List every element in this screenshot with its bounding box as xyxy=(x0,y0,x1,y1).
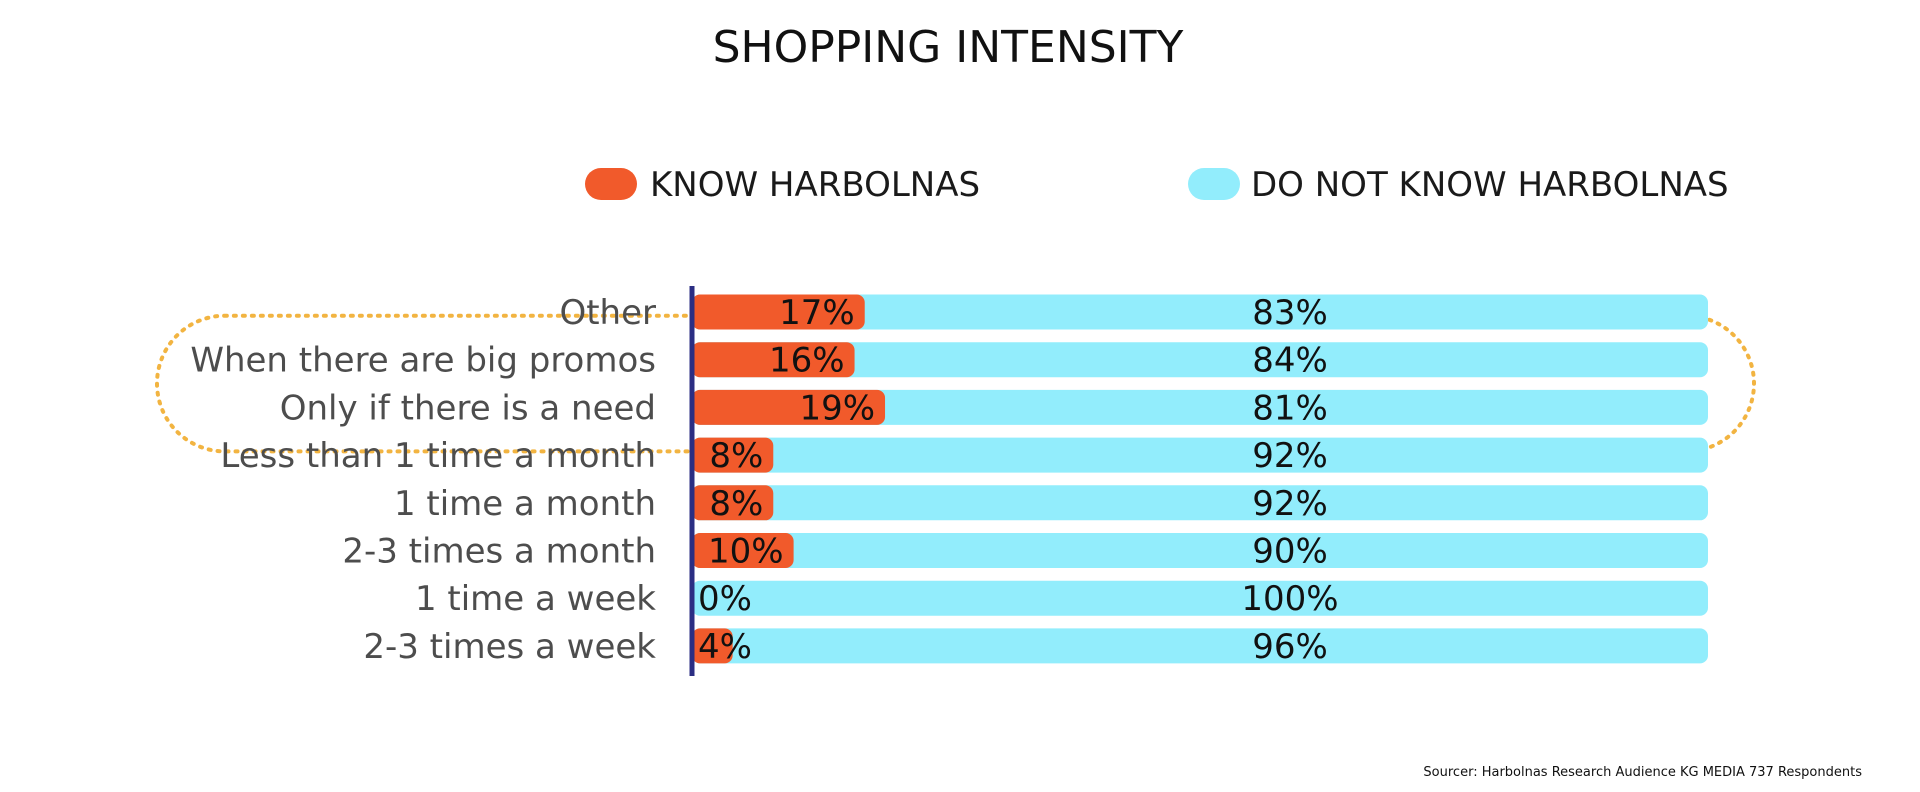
data-label-do-not-know: 92% xyxy=(1252,484,1328,524)
bar-know xyxy=(692,294,865,330)
data-label-know: 0% xyxy=(698,579,752,619)
bar-do-not-know xyxy=(692,533,1708,568)
bar-do-not-know xyxy=(692,294,1708,330)
category-label: 1 time a week xyxy=(415,579,656,619)
data-label-do-not-know: 83% xyxy=(1252,293,1328,333)
data-label-do-not-know: 90% xyxy=(1252,532,1328,572)
category-label: 1 time a month xyxy=(394,484,656,524)
data-label-do-not-know: 84% xyxy=(1252,341,1328,381)
bar-do-not-know xyxy=(692,580,1708,616)
bar-know xyxy=(692,628,733,664)
data-label-do-not-know: 81% xyxy=(1252,388,1328,428)
bar-do-not-know xyxy=(692,389,1708,425)
data-label-know: 16% xyxy=(769,341,845,381)
data-label-know: 10% xyxy=(708,532,784,572)
bar-know xyxy=(692,533,794,568)
bar-do-not-know xyxy=(692,437,1708,473)
data-label-know: 19% xyxy=(799,388,875,428)
data-label-do-not-know: 92% xyxy=(1252,436,1328,476)
legend-label-1: DO NOT KNOW HARBOLNAS xyxy=(1251,165,1729,205)
bar-know xyxy=(692,485,774,521)
chart-title: SHOPPING INTENSITY xyxy=(713,22,1184,73)
data-label-know: 8% xyxy=(709,436,763,476)
bar-know xyxy=(692,342,855,378)
data-label-know: 8% xyxy=(709,484,763,524)
bar-know xyxy=(692,389,886,425)
data-label-do-not-know: 96% xyxy=(1252,627,1328,667)
category-label: Other xyxy=(559,293,656,333)
category-label: Only if there is a need xyxy=(280,388,656,428)
category-label: 2-3 times a week xyxy=(363,627,656,667)
data-label-know: 4% xyxy=(698,627,752,667)
bar-do-not-know xyxy=(692,342,1708,378)
legend-label-0: KNOW HARBOLNAS xyxy=(650,165,980,205)
legend-swatch-0 xyxy=(585,168,637,200)
category-label: When there are big promos xyxy=(190,341,656,381)
bar-know xyxy=(692,437,774,473)
source-note: Sourcer: Harbolnas Research Audience KG … xyxy=(1423,765,1862,780)
category-label: Less than 1 time a month xyxy=(220,436,656,476)
data-label-do-not-know: 100% xyxy=(1241,579,1338,619)
data-label-know: 17% xyxy=(779,293,855,333)
bar-do-not-know xyxy=(692,485,1708,521)
category-label: 2-3 times a month xyxy=(342,532,656,572)
legend-swatch-1 xyxy=(1188,168,1240,200)
highlight-outline xyxy=(155,313,1756,454)
bar-do-not-know xyxy=(692,628,1708,664)
